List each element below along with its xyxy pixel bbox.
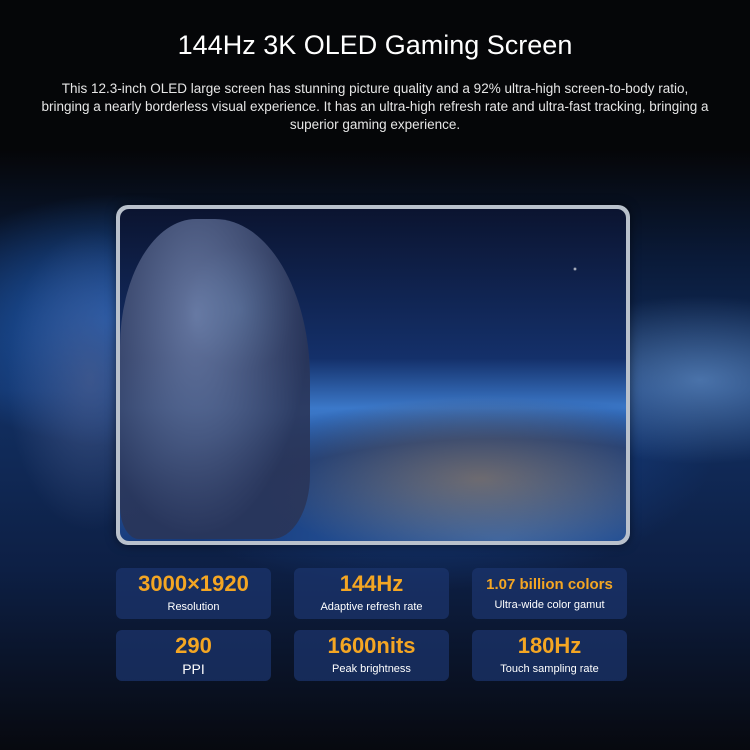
stat-value: 1.07 billion colors bbox=[486, 576, 613, 593]
stat-touch-sampling: 180Hz Touch sampling rate bbox=[472, 630, 627, 681]
stat-resolution: 3000×1920 Resolution bbox=[116, 568, 271, 619]
page-title: 144Hz 3K OLED Gaming Screen bbox=[177, 30, 573, 60]
stat-label: PPI bbox=[182, 661, 205, 677]
stat-value: 180Hz bbox=[517, 633, 582, 658]
stat-label: Touch sampling rate bbox=[500, 663, 599, 675]
tablet-screen bbox=[120, 209, 626, 541]
stat-value: 290 bbox=[175, 633, 212, 658]
description: This 12.3-inch OLED large screen has stu… bbox=[41, 81, 709, 132]
stat-ppi: 290 PPI bbox=[116, 630, 271, 681]
stat-value: 144Hz bbox=[339, 571, 404, 596]
stat-refresh-rate: 144Hz Adaptive refresh rate bbox=[294, 568, 449, 619]
stat-label: Adaptive refresh rate bbox=[320, 601, 423, 613]
stat-label: Peak brightness bbox=[332, 663, 411, 675]
astronaut-image bbox=[120, 219, 310, 539]
tablet-image bbox=[116, 205, 630, 545]
stat-value: 1600nits bbox=[327, 633, 416, 658]
stat-brightness: 1600nits Peak brightness bbox=[294, 630, 449, 681]
stat-label: Ultra-wide color gamut bbox=[494, 599, 605, 611]
stat-color-gamut: 1.07 billion colors Ultra-wide color gam… bbox=[472, 568, 627, 619]
stat-label: Resolution bbox=[167, 601, 220, 613]
stat-value: 3000×1920 bbox=[138, 571, 249, 596]
